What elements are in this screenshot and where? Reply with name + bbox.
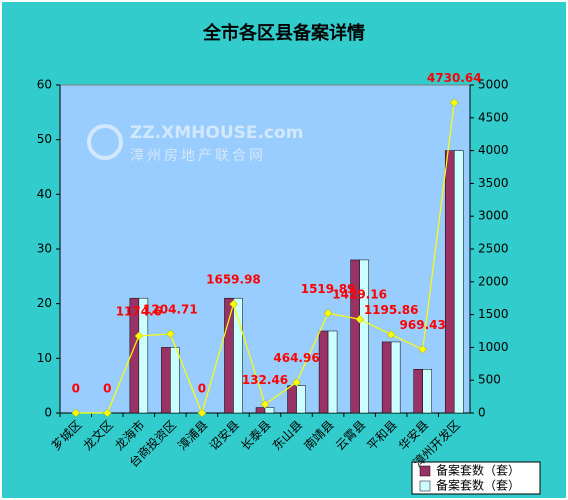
line-marker — [102, 408, 112, 418]
y2-tick-label: 1000 — [478, 340, 509, 354]
bar — [264, 407, 275, 414]
data-label: 0 — [198, 382, 206, 396]
legend — [411, 461, 541, 495]
line-marker — [134, 331, 144, 341]
bar — [233, 297, 243, 414]
line-marker — [71, 408, 81, 418]
y2-tick-label: 0 — [478, 406, 486, 420]
legend-swatch — [419, 480, 431, 492]
data-label: 969.43 — [400, 318, 446, 332]
line-marker — [260, 399, 270, 409]
watermark: ZZ.XMHOUSE.com 漳州房地产联合网 — [87, 123, 303, 164]
y-tick-label: 40 — [37, 187, 52, 201]
watermark-subtext: 漳州房地产联合网 — [130, 147, 266, 164]
bar — [444, 150, 455, 414]
line-marker — [229, 299, 238, 309]
line-marker — [418, 345, 428, 354]
y2-tick-label: 4500 — [478, 110, 509, 124]
y2-tick-label: 3000 — [478, 209, 509, 223]
legend-label: 备案套数（套） — [436, 478, 520, 493]
data-label: 0 — [103, 382, 111, 396]
y2-tick-label: 1500 — [478, 307, 509, 321]
y2-tick-label: 4000 — [478, 143, 509, 157]
bar — [413, 369, 423, 414]
line-marker — [166, 329, 175, 339]
line-marker — [355, 314, 364, 324]
y-tick-label: 0 — [44, 406, 52, 420]
bar — [170, 347, 180, 414]
line-marker — [323, 308, 333, 318]
y2-tick-label: 3500 — [478, 176, 509, 190]
legend-swatch — [419, 465, 431, 477]
bar — [161, 347, 171, 414]
data-label: 1519.89 — [301, 282, 356, 296]
y-tick-label: 30 — [37, 242, 52, 256]
bar — [359, 259, 369, 414]
data-label: 4730.64 — [427, 71, 482, 85]
line-marker — [449, 98, 459, 108]
bar — [224, 297, 234, 414]
line-marker — [386, 330, 396, 339]
bar — [287, 385, 297, 414]
bar — [453, 150, 464, 414]
y2-tick-label: 2500 — [478, 242, 509, 256]
bar — [255, 407, 266, 414]
data-label: 132.46 — [242, 373, 288, 387]
data-label: 1429.16 — [332, 288, 387, 302]
y2-tick-label: 2000 — [478, 274, 509, 288]
y2-tick-label: 500 — [478, 373, 501, 387]
bar — [422, 369, 432, 414]
data-label: 464.96 — [273, 351, 319, 365]
data-label: 1195.86 — [364, 303, 419, 317]
legend-label: 备案套数（套） — [436, 463, 520, 478]
data-label: 0 — [72, 382, 80, 396]
line-marker — [197, 408, 207, 418]
chart-title: 全市各区县备案详情 — [202, 22, 365, 44]
watermark-text: ZZ.XMHOUSE.com — [130, 123, 303, 143]
bar — [327, 330, 338, 414]
y-tick-label: 50 — [37, 132, 52, 146]
bar — [318, 330, 329, 414]
watermark-logo — [87, 124, 123, 160]
bar — [138, 297, 149, 414]
y-tick-label: 10 — [37, 351, 52, 365]
bar — [390, 341, 401, 414]
y-tick-label: 60 — [37, 78, 52, 92]
bar — [381, 341, 392, 414]
data-label: 1659.98 — [206, 273, 261, 287]
data-label: 1204.71 — [143, 302, 198, 316]
line-marker — [292, 378, 301, 387]
y-tick-label: 20 — [37, 296, 52, 310]
y2-tick-label: 5000 — [478, 78, 509, 92]
bar — [296, 385, 306, 414]
data-label: 1174.6 — [116, 304, 162, 318]
plot-area — [59, 84, 471, 414]
